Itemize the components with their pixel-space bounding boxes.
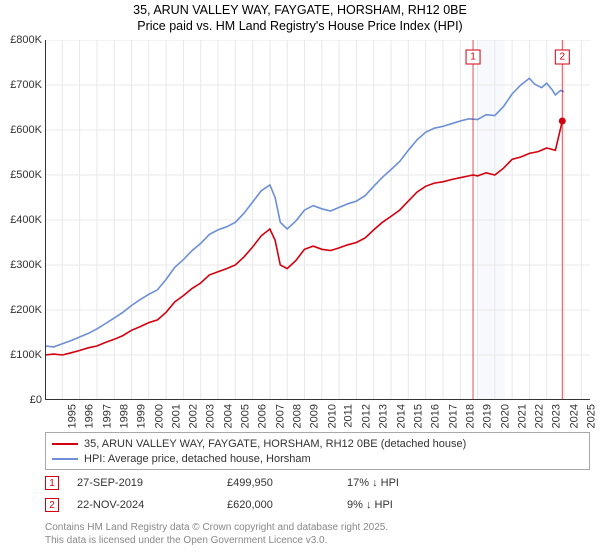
x-tick-label: 2009 xyxy=(309,404,321,428)
x-tick-label: 2014 xyxy=(395,404,407,428)
x-tick-label: 2024 xyxy=(568,404,580,428)
y-tick-label: £700K xyxy=(0,79,42,91)
x-tick-label: 2021 xyxy=(516,404,528,428)
sale-pct-1: 17% ↓ HPI xyxy=(347,477,457,489)
y-tick-label: £100K xyxy=(0,349,42,361)
x-tick-label: 2019 xyxy=(482,404,494,428)
x-tick-label: 2025 xyxy=(586,404,598,428)
x-tick-label: 2022 xyxy=(534,404,546,428)
svg-text:1: 1 xyxy=(470,52,476,63)
x-tick-label: 2005 xyxy=(240,404,252,428)
sale-date-2: 22-NOV-2024 xyxy=(77,499,227,511)
y-tick-label: £300K xyxy=(0,259,42,271)
x-tick-label: 2007 xyxy=(274,404,286,428)
x-tick-label: 2004 xyxy=(222,404,234,428)
sale-date-1: 27-SEP-2019 xyxy=(77,477,227,489)
x-tick-label: 2002 xyxy=(188,404,200,428)
y-tick-label: £200K xyxy=(0,304,42,316)
sale-marker-1: 1 xyxy=(45,476,59,490)
x-tick-label: 2003 xyxy=(205,404,217,428)
sale-marker-1-id: 1 xyxy=(49,478,55,489)
sale-price-2: £620,000 xyxy=(227,499,347,511)
x-tick-label: 2016 xyxy=(430,404,442,428)
chart-area: 12 xyxy=(45,40,590,400)
x-tick-label: 1999 xyxy=(136,404,148,428)
table-row: 1 27-SEP-2019 £499,950 17% ↓ HPI xyxy=(45,472,590,494)
title-line-1: 35, ARUN VALLEY WAY, FAYGATE, HORSHAM, R… xyxy=(0,3,600,19)
sale-marker-2-id: 2 xyxy=(49,500,55,511)
svg-text:2: 2 xyxy=(560,52,566,63)
x-tick-label: 2011 xyxy=(342,404,354,428)
x-tick-label: 1995 xyxy=(66,404,78,428)
y-tick-label: £500K xyxy=(0,169,42,181)
x-tick-label: 2015 xyxy=(413,404,425,428)
x-tick-label: 2008 xyxy=(291,404,303,428)
x-tick-label: 2013 xyxy=(378,404,390,428)
footer-line-2: This data is licensed under the Open Gov… xyxy=(45,535,590,548)
x-tick-label: 1996 xyxy=(84,404,96,428)
sales-table: 1 27-SEP-2019 £499,950 17% ↓ HPI 2 22-NO… xyxy=(45,472,590,516)
x-tick-label: 2020 xyxy=(499,404,511,428)
sale-price-1: £499,950 xyxy=(227,477,347,489)
y-tick-label: £400K xyxy=(0,214,42,226)
x-tick-label: 2018 xyxy=(464,404,476,428)
x-tick-label: 2017 xyxy=(447,404,459,428)
x-tick-label: 1998 xyxy=(118,404,130,428)
chart-container: 35, ARUN VALLEY WAY, FAYGATE, HORSHAM, R… xyxy=(0,0,600,560)
chart-titles: 35, ARUN VALLEY WAY, FAYGATE, HORSHAM, R… xyxy=(0,0,600,34)
x-tick-label: 2012 xyxy=(361,404,373,428)
legend-label-price-paid: 35, ARUN VALLEY WAY, FAYGATE, HORSHAM, R… xyxy=(84,438,466,450)
sale-pct-2: 9% ↓ HPI xyxy=(347,499,457,511)
legend-label-hpi: HPI: Average price, detached house, Hors… xyxy=(84,453,311,465)
legend-row-1: 35, ARUN VALLEY WAY, FAYGATE, HORSHAM, R… xyxy=(52,436,583,451)
footer-line-1: Contains HM Land Registry data © Crown c… xyxy=(45,522,590,535)
title-line-2: Price paid vs. HM Land Registry's House … xyxy=(0,19,600,35)
footer: Contains HM Land Registry data © Crown c… xyxy=(45,522,590,547)
x-tick-label: 2006 xyxy=(257,404,269,428)
y-tick-label: £800K xyxy=(0,34,42,46)
chart-svg: 12 xyxy=(45,40,590,400)
legend-swatch-hpi xyxy=(52,458,78,460)
y-tick-label: £0 xyxy=(0,394,42,406)
y-tick-label: £600K xyxy=(0,124,42,136)
sale-marker-2: 2 xyxy=(45,498,59,512)
table-row: 2 22-NOV-2024 £620,000 9% ↓ HPI xyxy=(45,494,590,516)
x-tick-label: 2023 xyxy=(551,404,563,428)
x-tick-label: 2010 xyxy=(326,404,338,428)
x-tick-label: 1997 xyxy=(101,404,113,428)
legend-row-2: HPI: Average price, detached house, Hors… xyxy=(52,451,583,466)
x-tick-label: 2000 xyxy=(153,404,165,428)
x-tick-label: 2001 xyxy=(170,404,182,428)
legend-box: 35, ARUN VALLEY WAY, FAYGATE, HORSHAM, R… xyxy=(45,432,590,470)
legend-swatch-price-paid xyxy=(52,443,78,445)
